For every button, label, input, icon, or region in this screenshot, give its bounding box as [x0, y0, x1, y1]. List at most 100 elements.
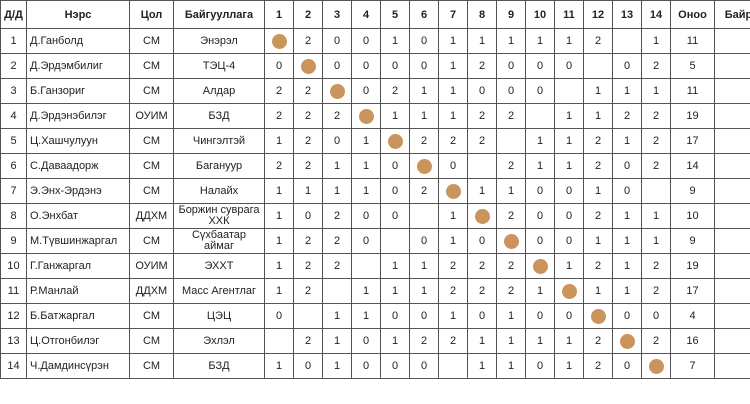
score-cell: 1 — [380, 328, 410, 354]
total-points: 9 — [670, 228, 715, 254]
score-cell: 2 — [496, 203, 526, 229]
score-cell: 2 — [293, 128, 323, 154]
final-place — [714, 353, 750, 379]
score-cell: 0 — [612, 353, 642, 379]
column-header: Байгууллага — [173, 0, 265, 29]
column-header: 11 — [554, 0, 584, 29]
column-header: 8 — [467, 0, 497, 29]
total-points: 11 — [670, 28, 715, 54]
score-cell: 2 — [467, 278, 497, 304]
score-cell: 2 — [293, 78, 323, 104]
score-cell: 1 — [467, 353, 497, 379]
score-cell: 2 — [380, 78, 410, 104]
score-cell: 1 — [351, 153, 381, 179]
score-cell: 1 — [264, 228, 294, 254]
self-play-cell — [612, 328, 642, 354]
score-cell — [380, 228, 410, 254]
table-row: 11 Р.Манлай ДДХМ Масс Агентлаг 1 2 1 1 1 2 2 2 1 1 1 2 1… — [0, 278, 750, 304]
column-header: 14 — [641, 0, 671, 29]
column-header: 4 — [351, 0, 381, 29]
score-cell: 0 — [525, 203, 555, 229]
score-cell: 1 — [438, 228, 468, 254]
column-header: 13 — [612, 0, 642, 29]
score-cell: 1 — [351, 303, 381, 329]
self-play-dot-icon — [300, 58, 316, 74]
self-play-cell — [467, 203, 497, 229]
score-cell: 0 — [467, 303, 497, 329]
player-rank: СМ — [129, 303, 174, 329]
score-cell: 2 — [467, 103, 497, 129]
header-row: Д/Д Нэрс Цол Байгууллага 1 2 3 4 5 6 7 8 9 10 11 12 13 14… — [0, 0, 750, 29]
score-cell: 0 — [380, 353, 410, 379]
score-cell: 1 — [525, 128, 555, 154]
score-cell: 2 — [438, 328, 468, 354]
score-cell: 1 — [612, 253, 642, 279]
score-cell: 1 — [554, 28, 584, 54]
score-cell: 1 — [380, 278, 410, 304]
self-play-dot-icon — [590, 308, 606, 324]
row-number: 6 — [0, 153, 27, 179]
player-rank: ДДХМ — [129, 203, 174, 229]
score-cell: 1 — [264, 278, 294, 304]
self-play-dot-icon — [561, 283, 577, 299]
score-cell: 1 — [293, 178, 323, 204]
score-cell: 1 — [380, 253, 410, 279]
score-cell: 0 — [351, 53, 381, 79]
player-organization: Энэрэл — [173, 28, 265, 54]
table-row: 7 Э.Энх-Эрдэнэ СМ Налайх 1 1 1 1 0 2 1 1 0 0 1 0 9 — [0, 178, 750, 204]
score-cell: 1 — [438, 103, 468, 129]
column-header: 2 — [293, 0, 323, 29]
player-rank: СМ — [129, 53, 174, 79]
player-name: Д.Эрдэнэбилэг — [26, 103, 130, 129]
final-place — [714, 303, 750, 329]
score-cell — [612, 28, 642, 54]
score-cell: 0 — [380, 178, 410, 204]
score-cell: 0 — [409, 53, 439, 79]
player-rank: СМ — [129, 178, 174, 204]
player-name: М.Түвшинжаргал — [26, 228, 130, 254]
score-cell: 1 — [467, 28, 497, 54]
score-cell — [293, 303, 323, 329]
score-cell: 1 — [496, 178, 526, 204]
table-row: 4 Д.Эрдэнэбилэг ОУИМ БЗД 2 2 2 1 1 1 2 2 1 1 2 2 19 — [0, 103, 750, 129]
score-cell: 1 — [583, 178, 613, 204]
score-cell: 1 — [583, 103, 613, 129]
score-cell: 1 — [438, 53, 468, 79]
score-cell: 0 — [322, 53, 352, 79]
score-cell: 2 — [641, 103, 671, 129]
table-row: 2 Д.Эрдэмбилиг СМ ТЭЦ-4 0 0 0 0 0 1 2 0 0 0 0 2 5 — [0, 53, 750, 79]
self-play-cell — [641, 353, 671, 379]
score-cell: 2 — [293, 278, 323, 304]
score-cell: 1 — [409, 103, 439, 129]
score-cell: 1 — [409, 253, 439, 279]
score-cell: 0 — [496, 53, 526, 79]
self-play-cell — [525, 253, 555, 279]
score-cell: 2 — [583, 28, 613, 54]
player-organization: БЗД — [173, 103, 265, 129]
final-place — [714, 153, 750, 179]
score-cell: 2 — [496, 153, 526, 179]
score-cell: 0 — [612, 153, 642, 179]
player-name: С.Даваадорж — [26, 153, 130, 179]
score-cell: 1 — [525, 28, 555, 54]
player-rank: СМ — [129, 228, 174, 254]
player-organization: БЗД — [173, 353, 265, 379]
score-cell — [583, 53, 613, 79]
player-name: Б.Батжаргал — [26, 303, 130, 329]
row-number: 5 — [0, 128, 27, 154]
score-cell: 1 — [264, 253, 294, 279]
score-cell: 1 — [438, 303, 468, 329]
score-cell: 1 — [641, 28, 671, 54]
final-place — [714, 253, 750, 279]
player-rank: ДДХМ — [129, 278, 174, 304]
final-place — [714, 328, 750, 354]
final-place — [714, 128, 750, 154]
self-play-cell — [438, 178, 468, 204]
self-play-dot-icon — [503, 233, 519, 249]
score-cell: 2 — [409, 328, 439, 354]
column-header: Цол — [129, 0, 174, 29]
column-header: 3 — [322, 0, 352, 29]
self-play-dot-icon — [648, 358, 664, 374]
score-cell: 2 — [467, 253, 497, 279]
player-name: Д.Эрдэмбилиг — [26, 53, 130, 79]
